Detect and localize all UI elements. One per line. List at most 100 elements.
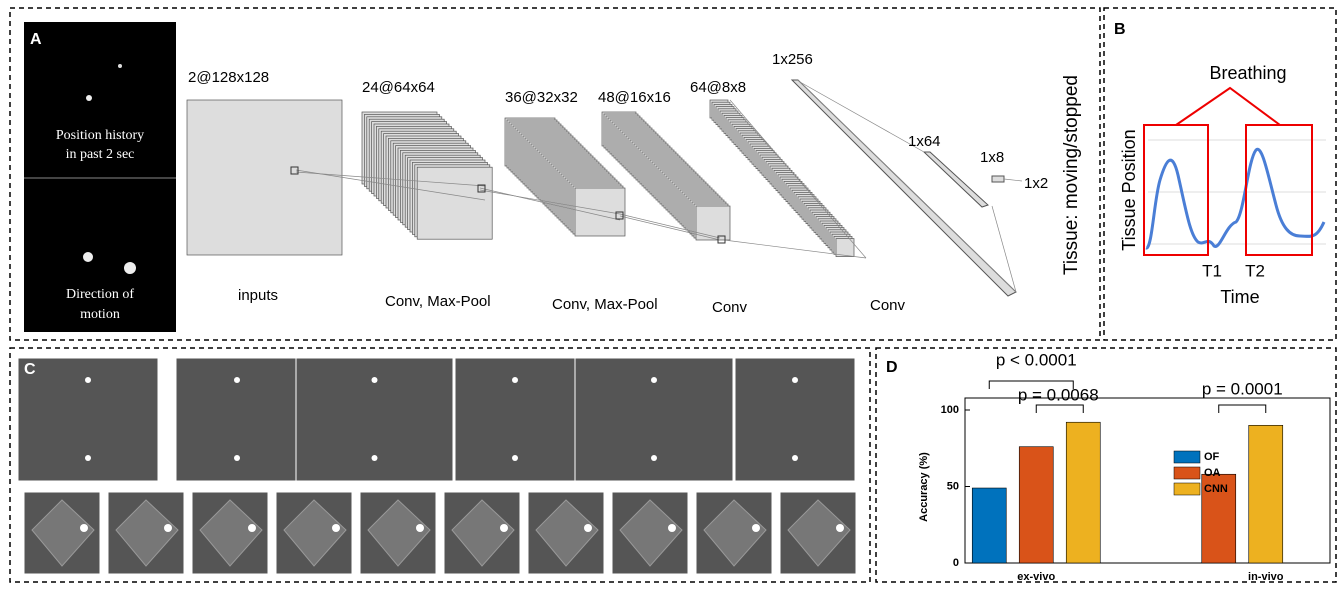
legend-swatch <box>1174 451 1200 463</box>
dense-layer <box>924 152 988 207</box>
figure: A Position history in past 2 sec Directi… <box>0 0 1341 587</box>
legend-swatch <box>1174 483 1200 495</box>
bar <box>1249 425 1283 563</box>
marker-dot <box>792 377 798 383</box>
marker-dot <box>234 455 240 461</box>
input-image <box>24 22 176 332</box>
layer-label: 1x8 <box>980 149 1004 166</box>
dot <box>118 64 122 68</box>
axis-label: Tissue Position <box>1119 129 1139 250</box>
y-tick-label: 100 <box>941 404 959 416</box>
marker-dot <box>332 524 340 532</box>
stage-label: inputs <box>238 287 278 304</box>
legend-swatch <box>1174 467 1200 479</box>
dense-layer <box>992 176 1004 182</box>
legend-label: OF <box>1204 451 1220 463</box>
photo <box>575 358 733 481</box>
layer-label: 64@8x8 <box>690 79 746 96</box>
layer-label: 2@128x128 <box>188 69 269 86</box>
axis-label: Time <box>1220 287 1259 307</box>
marker-dot <box>512 377 518 383</box>
photo <box>455 358 575 481</box>
y-axis-label: Accuracy (%) <box>918 452 930 522</box>
layer-label: 1x256 <box>772 51 813 68</box>
feature-map <box>696 206 730 240</box>
x-tick-label: in-vivo <box>1248 571 1284 583</box>
network-diagram <box>187 80 1022 296</box>
dot <box>83 252 93 262</box>
layer-label: 1x64 <box>908 133 941 150</box>
marker-dot <box>85 455 91 461</box>
marker-label: T1 <box>1202 261 1222 280</box>
connector <box>730 100 866 258</box>
panel-label: A <box>30 31 42 48</box>
marker-dot <box>372 377 378 383</box>
feature-map <box>417 167 492 239</box>
marker-dot <box>85 377 91 383</box>
y-tick-label: 50 <box>947 480 959 492</box>
feature-map <box>187 100 342 255</box>
connector <box>798 80 1016 292</box>
bracket <box>1219 405 1266 413</box>
photo <box>296 358 453 481</box>
dot <box>124 262 136 274</box>
image-caption: Direction of <box>66 287 134 302</box>
connector <box>1004 179 1022 181</box>
photo <box>735 358 855 481</box>
marker-dot <box>668 524 676 532</box>
stage-label: Conv, Max-Pool <box>552 296 658 313</box>
annotation: p < 0.0001 <box>996 350 1077 369</box>
bar <box>1019 447 1053 563</box>
legend-label: CNN <box>1204 483 1228 495</box>
grid <box>1148 140 1326 244</box>
x-tick-label: ex-vivo <box>1017 571 1055 583</box>
marker-dot <box>416 524 424 532</box>
connector <box>1176 88 1280 125</box>
legend-label: OA <box>1204 467 1221 479</box>
position-curve <box>1146 149 1324 248</box>
marker-dot <box>234 377 240 383</box>
output-label: Tissue: moving/stopped <box>1061 75 1082 275</box>
marker-dot <box>80 524 88 532</box>
marker-dot <box>164 524 172 532</box>
marker-dot <box>372 455 378 461</box>
connector <box>800 82 924 152</box>
image-caption: Position history <box>56 128 144 143</box>
layer-label: 24@64x64 <box>362 79 435 96</box>
stage-label: Conv <box>870 297 906 314</box>
photo <box>18 358 158 481</box>
photo <box>176 358 298 481</box>
stage-label: Conv <box>712 299 748 316</box>
panel-label: C <box>24 361 36 378</box>
image-caption: in past 2 sec <box>66 147 135 162</box>
photo-grid <box>18 358 856 574</box>
bar-chart: 0 50 100 Accuracy (%) ex-vivo in-vivo OF OA CNN p… <box>918 350 1330 582</box>
marker-dot <box>248 524 256 532</box>
bar <box>972 488 1006 563</box>
dense-layer <box>792 80 1016 296</box>
annotation: p = 0.0001 <box>1202 379 1283 398</box>
marker-dot <box>512 455 518 461</box>
highlight-box <box>1144 125 1208 255</box>
annotation: p = 0.0068 <box>1018 385 1099 404</box>
marker-dot <box>792 455 798 461</box>
marker-dot <box>651 377 657 383</box>
bar <box>1066 422 1100 563</box>
marker-dot <box>752 524 760 532</box>
layer-label: 36@32x32 <box>505 89 578 106</box>
marker-dot <box>500 524 508 532</box>
stage-label: Conv, Max-Pool <box>385 293 491 310</box>
panel-label: B <box>1114 21 1126 38</box>
bracket <box>1036 405 1083 413</box>
marker-dot <box>651 455 657 461</box>
layer-label: 1x2 <box>1024 175 1048 192</box>
image-caption: motion <box>80 307 120 322</box>
layer-label: 48@16x16 <box>598 89 671 106</box>
marker-label: T2 <box>1245 261 1265 280</box>
annotation: Breathing <box>1209 63 1286 83</box>
dot <box>86 95 92 101</box>
panel-label: D <box>886 359 898 376</box>
y-tick-label: 0 <box>953 557 959 569</box>
marker-dot <box>836 524 844 532</box>
marker-dot <box>584 524 592 532</box>
